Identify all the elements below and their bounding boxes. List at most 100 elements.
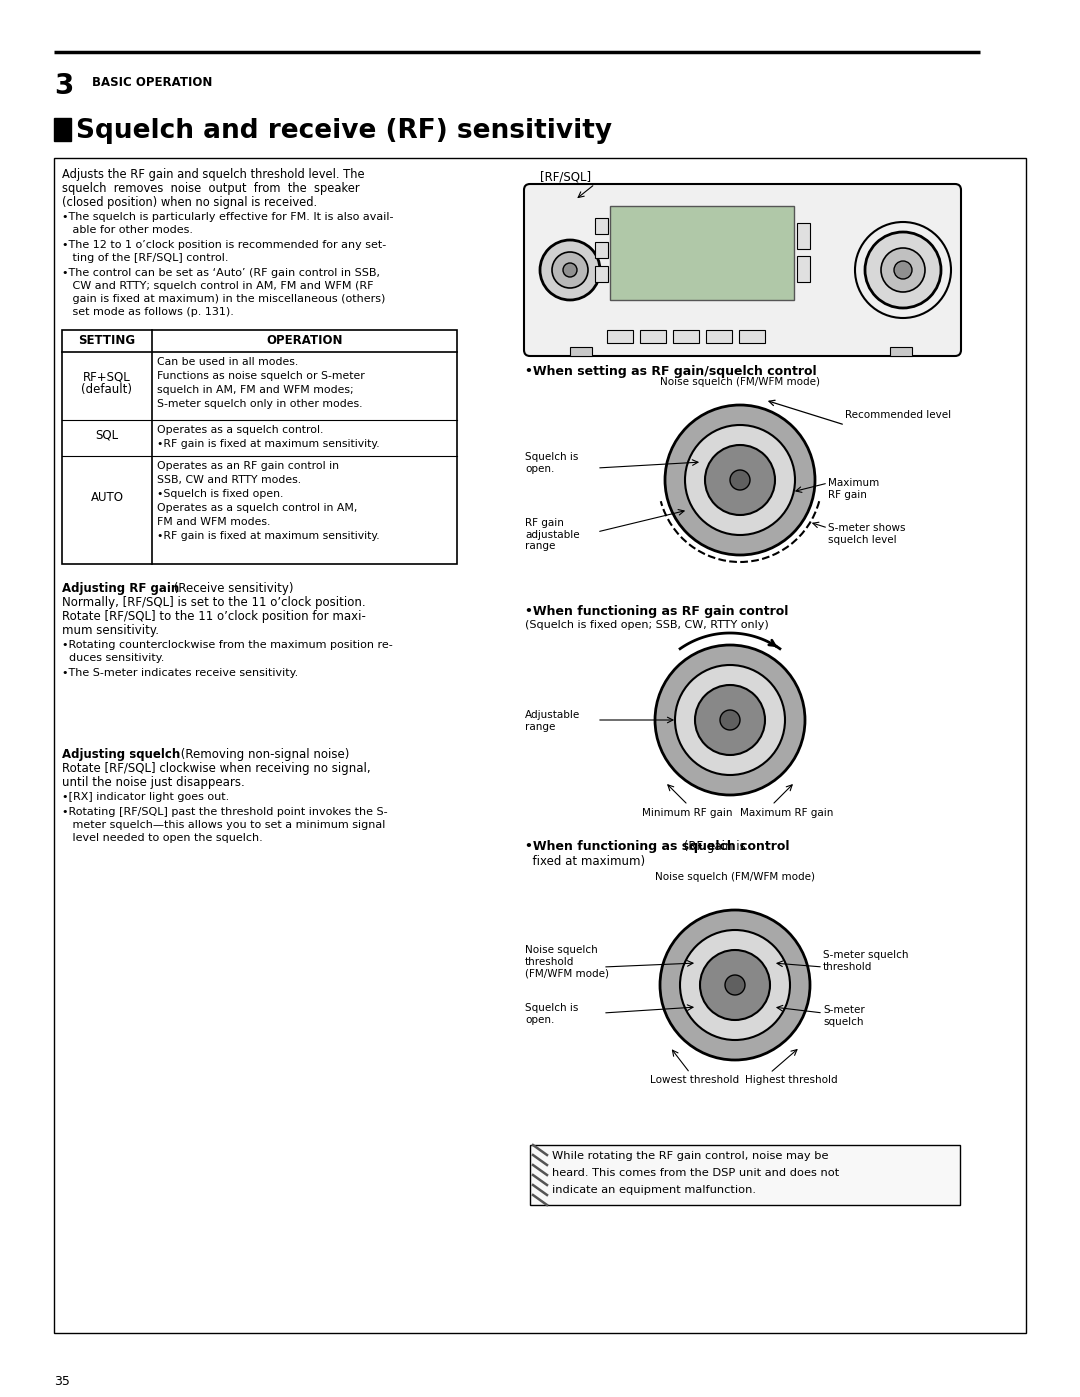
Text: indicate an equipment malfunction.: indicate an equipment malfunction. (552, 1185, 756, 1194)
Circle shape (540, 240, 600, 300)
Text: •[RX] indicator light goes out.: •[RX] indicator light goes out. (62, 792, 229, 802)
Text: Adjustable
range: Adjustable range (525, 710, 580, 732)
Text: meter squelch—this allows you to set a minimum signal: meter squelch—this allows you to set a m… (62, 820, 386, 830)
Text: Highest threshold: Highest threshold (745, 1076, 838, 1085)
Text: OPERATION: OPERATION (267, 334, 342, 346)
Text: RF+SQL: RF+SQL (83, 370, 131, 383)
Text: (Receive sensitivity): (Receive sensitivity) (170, 583, 294, 595)
Circle shape (563, 263, 577, 277)
Bar (706, 330, 732, 344)
Text: heard. This comes from the DSP unit and does not: heard. This comes from the DSP unit and … (552, 1168, 839, 1178)
Text: gain is fixed at maximum) in the miscellaneous (others): gain is fixed at maximum) in the miscell… (62, 293, 386, 305)
Circle shape (705, 446, 775, 515)
Text: S-meter
squelch: S-meter squelch (823, 1004, 865, 1027)
Circle shape (730, 469, 750, 490)
Bar (607, 330, 633, 344)
FancyBboxPatch shape (524, 184, 961, 356)
Text: squelch  removes  noise  output  from  the  speaker: squelch removes noise output from the sp… (62, 182, 360, 196)
Text: •When functioning as RF gain control: •When functioning as RF gain control (525, 605, 788, 617)
Text: Adjusting RF gain: Adjusting RF gain (62, 583, 179, 595)
Text: (RF gain is: (RF gain is (680, 840, 746, 854)
Text: SQL: SQL (95, 429, 119, 441)
Text: level needed to open the squelch.: level needed to open the squelch. (62, 833, 262, 842)
Text: •RF gain is fixed at maximum sensitivity.: •RF gain is fixed at maximum sensitivity… (157, 439, 380, 448)
Bar (739, 330, 765, 344)
Circle shape (725, 975, 745, 995)
Text: Squelch is
open.: Squelch is open. (525, 453, 579, 474)
Text: Operates as a squelch control.: Operates as a squelch control. (157, 425, 323, 434)
Circle shape (680, 930, 789, 1039)
Text: (default): (default) (81, 383, 133, 395)
Text: Can be used in all modes.: Can be used in all modes. (157, 358, 298, 367)
Text: able for other modes.: able for other modes. (62, 225, 193, 235)
Text: •Squelch is fixed open.: •Squelch is fixed open. (157, 489, 283, 499)
Text: •RF gain is fixed at maximum sensitivity.: •RF gain is fixed at maximum sensitivity… (157, 531, 380, 541)
Text: Adjusts the RF gain and squelch threshold level. The: Adjusts the RF gain and squelch threshol… (62, 168, 365, 182)
Text: •The S-meter indicates receive sensitivity.: •The S-meter indicates receive sensitivi… (62, 668, 298, 678)
Text: mum sensitivity.: mum sensitivity. (62, 624, 159, 637)
Text: •The squelch is particularly effective for FM. It is also avail-: •The squelch is particularly effective f… (62, 212, 393, 222)
Text: •When setting as RF gain/squelch control: •When setting as RF gain/squelch control (525, 365, 816, 379)
Circle shape (654, 645, 805, 795)
Text: BASIC OPERATION: BASIC OPERATION (92, 75, 213, 89)
Text: Squelch is
open.: Squelch is open. (525, 1003, 579, 1024)
Text: Maximum RF gain: Maximum RF gain (740, 807, 834, 819)
Text: Rotate [RF/SQL] clockwise when receiving no signal,: Rotate [RF/SQL] clockwise when receiving… (62, 761, 370, 775)
Text: Adjusting squelch: Adjusting squelch (62, 747, 180, 761)
Text: CW and RTTY; squelch control in AM, FM and WFM (RF: CW and RTTY; squelch control in AM, FM a… (62, 281, 374, 291)
Text: (closed position) when no signal is received.: (closed position) when no signal is rece… (62, 196, 318, 210)
Text: S-meter shows
squelch level: S-meter shows squelch level (828, 522, 905, 545)
Text: Operates as an RF gain control in: Operates as an RF gain control in (157, 461, 339, 471)
Text: Squelch and receive (RF) sensitivity: Squelch and receive (RF) sensitivity (76, 117, 612, 144)
Text: AUTO: AUTO (91, 490, 123, 504)
Bar (640, 330, 666, 344)
FancyBboxPatch shape (54, 158, 1026, 1333)
Text: S-meter squelch only in other modes.: S-meter squelch only in other modes. (157, 400, 363, 409)
Bar (797, 224, 810, 249)
Text: Noise squelch (FM/WFM mode): Noise squelch (FM/WFM mode) (654, 872, 815, 882)
Bar (673, 330, 699, 344)
Text: (Removing non-signal noise): (Removing non-signal noise) (177, 747, 349, 761)
Text: SSB, CW and RTTY modes.: SSB, CW and RTTY modes. (157, 475, 301, 485)
Circle shape (881, 249, 924, 292)
Text: •The 12 to 1 o’clock position is recommended for any set-: •The 12 to 1 o’clock position is recomme… (62, 240, 387, 250)
Text: Normally, [RF/SQL] is set to the 11 o’clock position.: Normally, [RF/SQL] is set to the 11 o’cl… (62, 597, 366, 609)
Text: Recommended level: Recommended level (845, 409, 951, 420)
Text: •The control can be set as ‘Auto’ (RF gain control in SSB,: •The control can be set as ‘Auto’ (RF ga… (62, 268, 380, 278)
Text: 35: 35 (54, 1375, 70, 1389)
FancyBboxPatch shape (530, 1146, 960, 1206)
Text: set mode as follows (p. 131).: set mode as follows (p. 131). (62, 307, 234, 317)
Circle shape (552, 251, 588, 288)
Text: While rotating the RF gain control, noise may be: While rotating the RF gain control, nois… (552, 1151, 828, 1161)
Bar (595, 242, 608, 258)
Bar (890, 346, 912, 356)
Text: S-meter squelch
threshold: S-meter squelch threshold (823, 950, 908, 971)
Circle shape (685, 425, 795, 535)
Text: Noise squelch (FM/WFM mode): Noise squelch (FM/WFM mode) (660, 377, 820, 387)
Text: duces sensitivity.: duces sensitivity. (62, 652, 164, 664)
Circle shape (665, 405, 815, 555)
Text: Operates as a squelch control in AM,: Operates as a squelch control in AM, (157, 503, 357, 513)
Bar (570, 346, 592, 356)
Circle shape (675, 665, 785, 775)
Text: fixed at maximum): fixed at maximum) (525, 855, 645, 868)
Text: Noise squelch
threshold
(FM/WFM mode): Noise squelch threshold (FM/WFM mode) (525, 944, 609, 978)
Bar (595, 265, 608, 282)
Text: 3: 3 (54, 73, 73, 101)
Circle shape (865, 232, 941, 307)
Bar (54, 117, 71, 141)
Circle shape (720, 710, 740, 731)
Circle shape (696, 685, 765, 754)
Text: FM and WFM modes.: FM and WFM modes. (157, 517, 270, 527)
Circle shape (660, 909, 810, 1060)
Text: ting of the [RF/SQL] control.: ting of the [RF/SQL] control. (62, 253, 229, 263)
Text: squelch in AM, FM and WFM modes;: squelch in AM, FM and WFM modes; (157, 386, 353, 395)
Circle shape (700, 950, 770, 1020)
Text: Minimum RF gain: Minimum RF gain (642, 807, 732, 819)
Text: Functions as noise squelch or S-meter: Functions as noise squelch or S-meter (157, 372, 365, 381)
Text: •Rotating counterclockwise from the maximum position re-: •Rotating counterclockwise from the maxi… (62, 640, 393, 650)
Bar (62, 330, 457, 564)
Bar (797, 256, 810, 282)
Text: RF gain
adjustable
range: RF gain adjustable range (525, 518, 580, 552)
Text: (Squelch is fixed open; SSB, CW, RTTY only): (Squelch is fixed open; SSB, CW, RTTY on… (525, 620, 769, 630)
